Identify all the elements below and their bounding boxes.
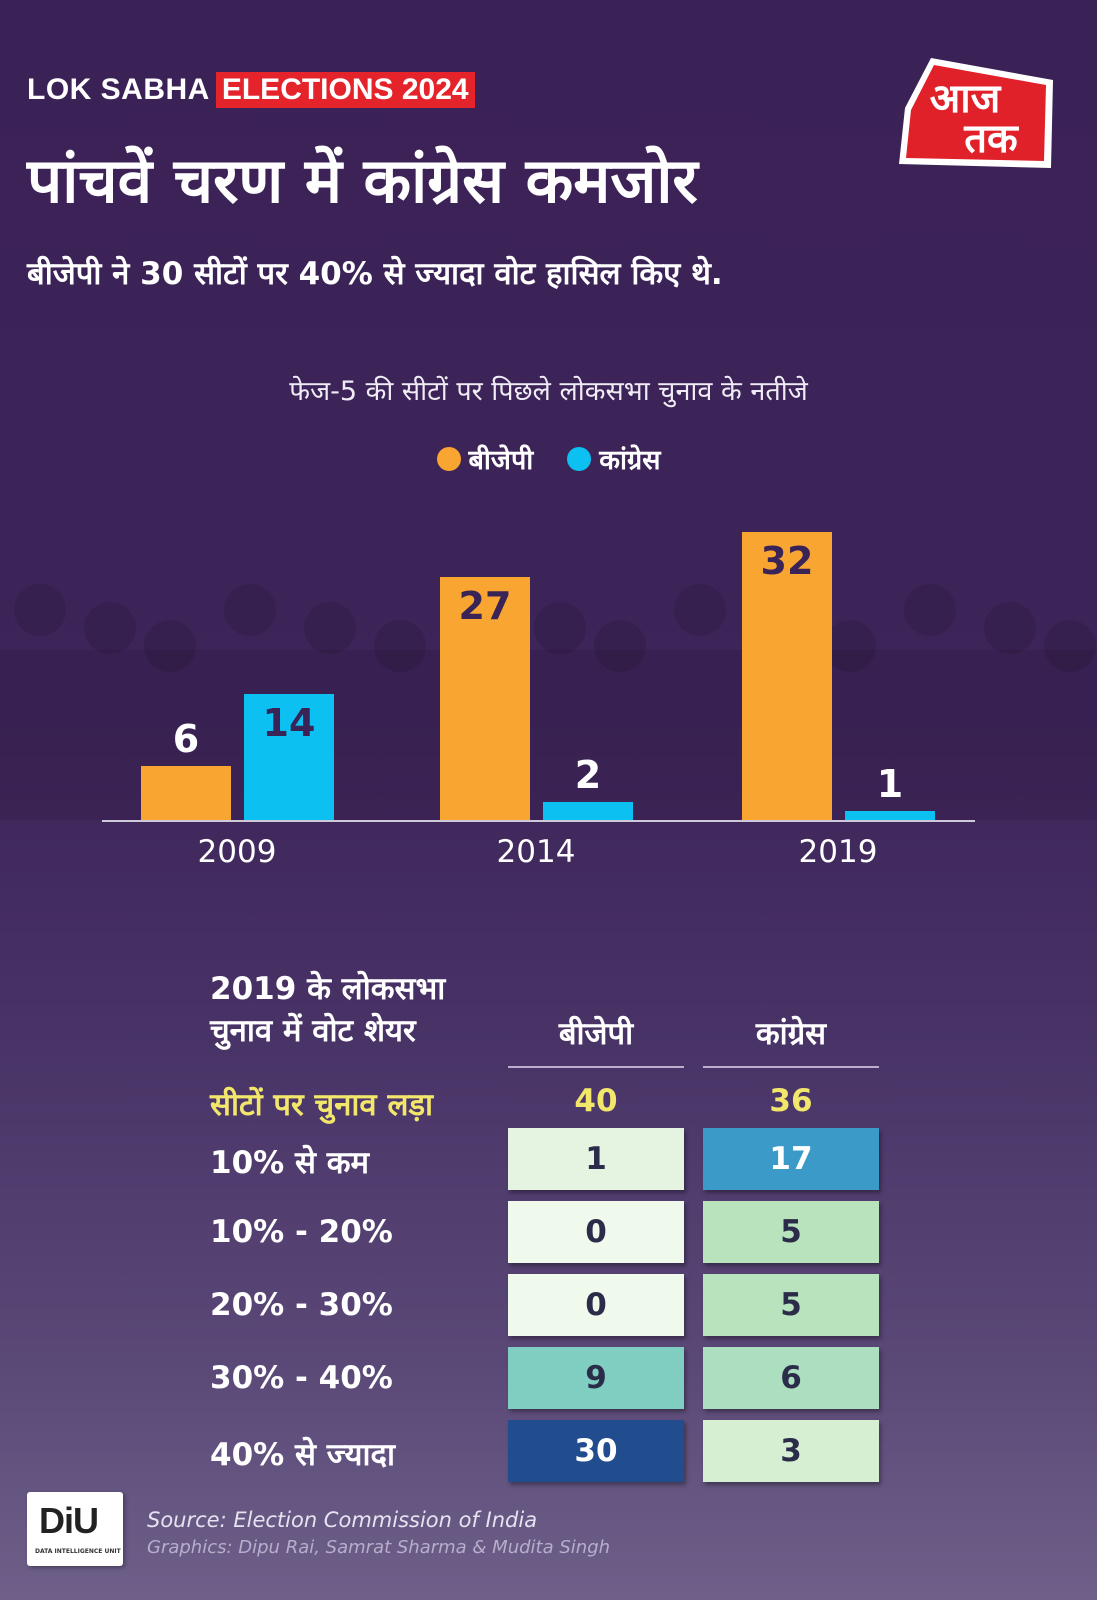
chart-legend: बीजेपी कांग्रेस [0, 440, 1097, 477]
contested-seats-label: सीटों पर चुनाव लड़ा [210, 1087, 434, 1123]
table-cell-congress: 17 [703, 1128, 879, 1190]
legend-label-congress: कांग्रेस [599, 445, 661, 476]
bar-bjp-2014 [440, 577, 530, 820]
data-label-congress-2014: 2 [575, 753, 601, 797]
row-label: 20% - 30% [210, 1287, 393, 1323]
contested-seats-bjp: 40 [574, 1083, 618, 1119]
column-divider-congress [703, 1066, 879, 1068]
brand-elections-2024: ELECTIONS 2024 [215, 72, 475, 108]
crowd-figure [534, 602, 586, 654]
legend-item-bjp: बीजेपी [436, 440, 534, 477]
table-cell-bjp: 0 [508, 1201, 684, 1263]
page-title: पांचवें चरण में कांग्रेस कमजोर [27, 144, 698, 217]
table-cell-bjp: 1 [508, 1128, 684, 1190]
crowd-figure [304, 602, 356, 654]
table-heading-line2: चुनाव में वोट शेयर [210, 1013, 416, 1049]
bars-group: 6 27 32 14 2 1 [141, 532, 935, 820]
table-cell-bjp: 9 [508, 1347, 684, 1409]
crowd-figure [1044, 620, 1096, 672]
crowd-figure [984, 602, 1036, 654]
table-cell-bjp: 0 [508, 1274, 684, 1336]
brand-lok-sabha: LOK SABHA [27, 73, 210, 106]
crowd-figure [824, 620, 876, 672]
legend-item-congress: कांग्रेस [567, 440, 661, 477]
page-subtitle: बीजेपी ने 30 सीटों पर 40% से ज्यादा वोट … [27, 256, 723, 292]
x-ticks-group: 2009 2014 2019 [198, 834, 878, 870]
x-tick-label: 2019 [799, 834, 878, 870]
diu-logo-caption: DATA INTELLIGENCE UNIT [35, 1548, 121, 1555]
diu-logo: DiU DATA INTELLIGENCE UNIT [27, 1492, 123, 1566]
bar-bjp-2019 [742, 532, 832, 820]
x-tick-label: 2009 [198, 834, 277, 870]
table-heading-line1: 2019 के लोकसभा [210, 971, 446, 1007]
crowd-figure [674, 584, 726, 636]
bar-congress-2014 [543, 802, 633, 820]
x-tick-label: 2014 [497, 834, 576, 870]
data-label-congress-2019: 1 [877, 762, 903, 806]
credits-text: Graphics: Dipu Rai, Samrat Sharma & Mudi… [147, 1537, 611, 1558]
logo-text-bottom: तक [963, 116, 1019, 162]
legend-swatch-congress [567, 446, 592, 471]
crowd-figure [144, 620, 196, 672]
bar-bjp-2009 [141, 766, 231, 820]
data-label-bjp-2019: 32 [761, 539, 814, 583]
row-label: 10% से कम [210, 1145, 370, 1181]
diu-logo-text: DiU [39, 1500, 99, 1541]
logo-text-top: आज [930, 76, 1002, 122]
election-brand: LOK SABHA ELECTIONS 2024 [27, 72, 475, 108]
crowd-figure [224, 584, 276, 636]
table-heading: 2019 के लोकसभा चुनाव में वोट शेयर [210, 968, 500, 1052]
table-cell-bjp: 30 [508, 1420, 684, 1482]
source-text: Source: Election Commission of India [147, 1508, 538, 1532]
table-cell-congress: 3 [703, 1420, 879, 1482]
row-label: 10% - 20% [210, 1214, 393, 1250]
legend-swatch-bjp [436, 446, 461, 471]
contested-seats-congress: 36 [769, 1083, 813, 1119]
crowd-figure [904, 584, 956, 636]
crowd-figure [374, 620, 426, 672]
row-label: 30% - 40% [210, 1360, 393, 1396]
data-label-congress-2009: 14 [263, 701, 316, 745]
data-label-bjp-2014: 27 [459, 584, 512, 628]
legend-label-bjp: बीजेपी [468, 445, 534, 476]
data-label-bjp-2009: 6 [173, 717, 199, 761]
table-cell-congress: 5 [703, 1274, 879, 1336]
column-header-bjp: बीजेपी [558, 1016, 634, 1052]
table-cell-congress: 6 [703, 1347, 879, 1409]
chart-title: फेज-5 की सीटों पर पिछले लोकसभा चुनाव के … [289, 376, 808, 407]
crowd-figure [84, 602, 136, 654]
crowd-figure [594, 620, 646, 672]
table-cell-congress: 5 [703, 1201, 879, 1263]
crowd-figure [14, 584, 66, 636]
row-label: 40% से ज्यादा [210, 1437, 395, 1473]
column-header-congress: कांग्रेस [755, 1016, 827, 1052]
column-divider-bjp [508, 1066, 684, 1068]
aaj-tak-logo: आज तक [899, 58, 1053, 168]
bar-chart: 6 27 32 14 2 1 2009 2014 2019 [0, 532, 1097, 870]
bar-congress-2009 [244, 694, 334, 820]
bar-congress-2019 [845, 811, 935, 820]
